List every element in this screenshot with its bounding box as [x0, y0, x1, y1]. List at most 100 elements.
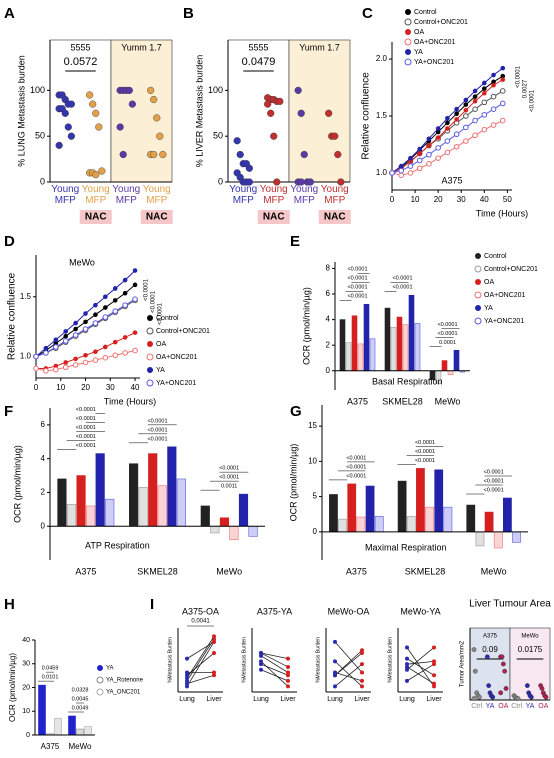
p-value: 0.0459 [42, 666, 59, 672]
y-tick-label: 6 [41, 420, 46, 429]
data-point [259, 667, 263, 672]
data-point [426, 136, 432, 142]
bar [434, 469, 444, 533]
data-point [67, 100, 75, 108]
pair-line [406, 660, 435, 665]
legend-label: YA_ONC201 [106, 690, 141, 696]
data-point [102, 354, 109, 361]
data-point [333, 673, 337, 678]
subtitle: ATP Respiration [85, 540, 150, 550]
data-point [453, 131, 460, 138]
legend-label: YA [156, 367, 165, 374]
bar [76, 728, 84, 736]
data-point [122, 350, 128, 356]
legend-marker [147, 341, 153, 347]
x-tick-label: 10 [56, 383, 65, 392]
data-point [491, 72, 496, 78]
data-point [122, 290, 128, 296]
bar [68, 715, 76, 736]
data-point [463, 97, 469, 103]
pair-line [260, 652, 289, 668]
p-value: <0.0001 [437, 331, 457, 337]
p-value: <0.0001 [347, 294, 367, 300]
data-point [122, 277, 128, 283]
x-tick-label: Lung [327, 696, 343, 703]
tag: NAC [324, 212, 346, 223]
p-value: <0.0001 [76, 407, 96, 413]
data-point [82, 326, 89, 332]
data-point [93, 349, 98, 355]
p-value: <0.0001 [76, 434, 96, 440]
data-point [463, 113, 469, 119]
bar [57, 478, 67, 527]
legend-marker [474, 291, 482, 299]
data-point [259, 651, 263, 656]
data-point [407, 170, 414, 176]
p-value: 0.0572 [64, 56, 98, 68]
group-label: Yumm 1.7 [299, 42, 340, 52]
bar [338, 518, 347, 533]
legend-label: Control [484, 253, 507, 260]
data-point [212, 670, 216, 675]
legend-label: Control [414, 9, 437, 16]
data-point [119, 150, 127, 159]
p-value: <0.0001 [346, 464, 366, 470]
data-point [33, 353, 39, 360]
data-point [435, 155, 441, 161]
data-point [490, 122, 497, 128]
data-point [53, 366, 59, 373]
data-point [408, 159, 413, 164]
y-tick-label: 4 [41, 454, 46, 463]
bar [66, 503, 77, 527]
p-value: <0.0001 [158, 302, 164, 325]
chart-title: A375-YA [257, 606, 292, 616]
bar [76, 475, 86, 527]
data-point [454, 117, 459, 122]
y-tick-label: 6 [326, 289, 331, 298]
p-value: <0.0001 [144, 278, 150, 301]
data-point [337, 178, 345, 186]
p-value: 0.0041 [191, 619, 210, 625]
x-tick-label: Ctrl [511, 703, 523, 710]
y-tick-label: 10 [22, 708, 30, 715]
subtitle: Basal Respiration [372, 376, 443, 386]
p-value: 0.0001 [439, 340, 456, 346]
data-point [92, 320, 99, 326]
data-point [125, 86, 133, 94]
bar [157, 485, 167, 527]
bar [339, 319, 346, 372]
group-shade [110, 39, 173, 183]
subtitle: A375 [441, 175, 462, 185]
x-tick-label: Lung [253, 696, 269, 703]
x-tick-label: A375 [346, 566, 367, 576]
data-point [273, 178, 281, 186]
p-value: <0.0001 [484, 478, 504, 484]
pair-line [406, 666, 435, 684]
legend-marker [147, 367, 153, 373]
panel-letter: D [4, 233, 15, 250]
p-value: <0.0001 [346, 473, 366, 479]
data-point [435, 135, 441, 140]
data-point [112, 352, 119, 359]
data-point [83, 311, 88, 316]
data-point [55, 141, 63, 149]
bar [86, 505, 96, 527]
p-value: <0.0001 [347, 276, 367, 282]
y-tick-label: 100 [30, 85, 45, 95]
bar [219, 517, 229, 527]
y-tick-label: 0 [218, 176, 223, 186]
data-point [543, 694, 549, 700]
data-point [185, 681, 189, 686]
legend-label: Control [156, 315, 179, 322]
y-tick-label: 0 [40, 176, 45, 186]
data-point [116, 123, 124, 131]
data-point [528, 694, 534, 700]
x-tick-label: Young MFP [51, 184, 80, 206]
bar [148, 453, 158, 527]
data-point [454, 111, 459, 117]
legend-label: YA+ONC201 [484, 318, 524, 325]
data-point [491, 82, 496, 88]
legend-label: OA+ONC201 [156, 354, 198, 361]
data-point [102, 314, 109, 320]
data-point [73, 326, 78, 332]
